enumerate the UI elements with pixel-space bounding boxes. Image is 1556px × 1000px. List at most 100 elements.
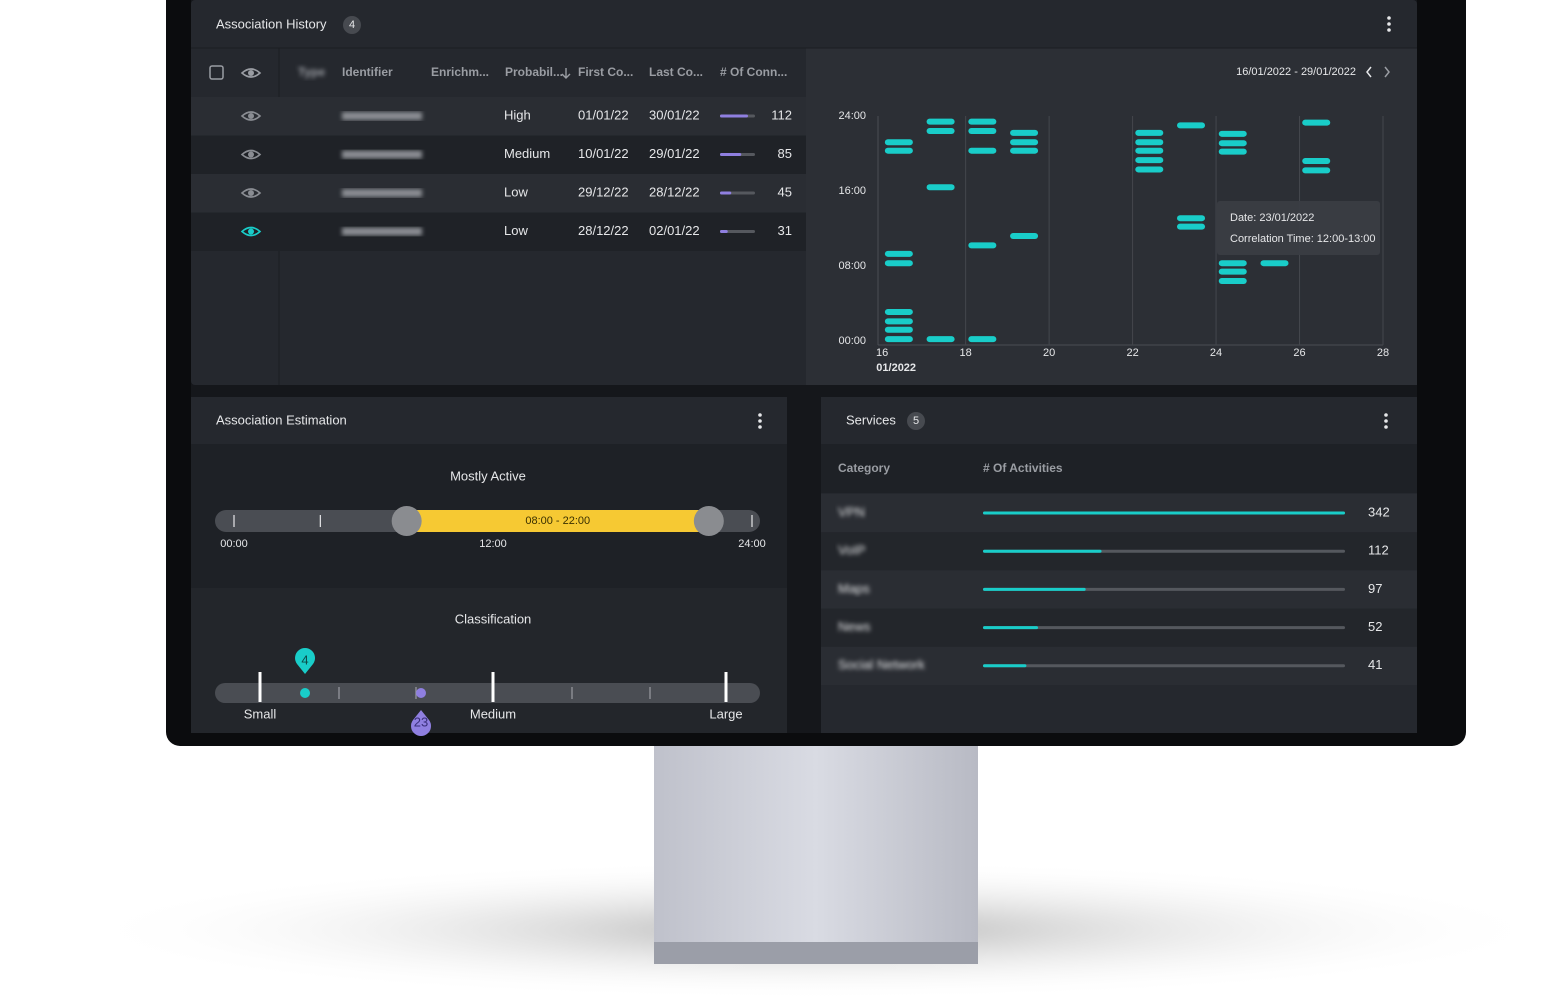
last-connection: 30/01/22: [649, 107, 700, 122]
activity-mark: [968, 336, 997, 343]
probability: Medium: [504, 146, 550, 161]
table-row: [191, 97, 806, 136]
probability: Low: [504, 223, 528, 238]
column-header: Type: [298, 65, 325, 79]
tooltip-time: Correlation Time: 12:00-13:00: [1230, 233, 1376, 245]
column-header: First Co...: [578, 65, 633, 79]
y-tick-label: 24:00: [838, 110, 866, 122]
first-connection: 10/01/22: [578, 146, 629, 161]
x-tick-label: 28: [1377, 347, 1389, 359]
marker-dot: [416, 688, 427, 698]
section-title: Classification: [455, 611, 532, 626]
activity-mark: [968, 147, 997, 154]
bar-track: [983, 664, 1345, 668]
range-handle[interactable]: [391, 506, 422, 536]
activity-mark: [1218, 278, 1247, 284]
category: VoIP: [838, 543, 865, 558]
activities: 342: [1368, 504, 1390, 519]
connections: 85: [778, 146, 792, 161]
kebab-menu[interactable]: [1384, 413, 1388, 429]
range-handle[interactable]: [693, 506, 724, 536]
x-tick-label: 18: [960, 347, 972, 359]
table-row: [191, 212, 806, 251]
column-header: Category: [838, 461, 890, 475]
class-label: Medium: [470, 706, 516, 721]
activities-bar: [983, 511, 1345, 515]
activity-mark: [926, 336, 955, 343]
activity-mark: [1135, 166, 1164, 173]
visibility-toggle[interactable]: [240, 188, 262, 198]
visibility-toggle[interactable]: [240, 226, 262, 237]
activity-mark: [1218, 268, 1247, 275]
range-label: 08:00 - 22:00: [525, 515, 590, 527]
first-connection: 01/01/22: [578, 107, 629, 122]
column-header: Last Co...: [649, 65, 703, 79]
activity-mark: [1218, 148, 1247, 155]
activity-mark: [1177, 215, 1206, 222]
kebab-menu[interactable]: [758, 413, 762, 429]
x-tick-label: 22: [1126, 347, 1138, 359]
y-tick-label: 16:00: [838, 185, 866, 197]
activity-mark: [1302, 119, 1331, 126]
activity-mark: [884, 139, 913, 146]
first-connection: 29/12/22: [578, 184, 629, 199]
activities-bar: [983, 626, 1039, 630]
active-range: [406, 510, 709, 532]
column-header: Probabil...: [505, 65, 563, 79]
badge-count: 5: [913, 415, 919, 427]
eye-outline: [240, 111, 262, 121]
column-header: # Of Conn...: [720, 65, 787, 79]
first-connection: 28/12/22: [578, 223, 629, 238]
activity-mark: [1218, 130, 1247, 137]
column-header: # Of Activities: [983, 461, 1063, 475]
prev-button[interactable]: [1366, 66, 1372, 78]
eye-outline: [240, 188, 262, 198]
time-label: 12:00: [479, 538, 507, 550]
select-all-checkbox[interactable]: [209, 65, 224, 80]
marker-value: 4: [301, 652, 308, 667]
activity-mark: [926, 128, 955, 134]
panel-title: Services: [846, 412, 896, 427]
table-header: [821, 444, 1417, 493]
section-title: Mostly Active: [450, 468, 526, 483]
marker-pin: [295, 648, 316, 674]
probability: High: [504, 107, 531, 122]
visibility-toggle[interactable]: [240, 149, 262, 160]
category: Social Network: [838, 657, 925, 672]
activity-mark: [884, 308, 913, 315]
date-range: 16/01/2022 - 29/01/2022: [1236, 66, 1356, 78]
activity-mark: [884, 336, 913, 343]
activity-mark: [926, 184, 955, 191]
table-header: [191, 48, 806, 97]
tooltip-date: Date: 23/01/2022: [1230, 212, 1314, 224]
activity-mark: [1177, 122, 1206, 129]
panel-title: Association Estimation: [216, 412, 347, 427]
time-label: 24:00: [738, 538, 766, 550]
badge-count: 4: [349, 19, 355, 31]
tooltip: [1217, 201, 1380, 255]
activity-mark: [968, 242, 997, 249]
activity-mark: [968, 118, 997, 125]
sort-arrow[interactable]: [561, 68, 571, 79]
kebab-menu[interactable]: [1387, 16, 1391, 32]
activity-mark: [926, 118, 955, 125]
visibility-toggle[interactable]: [240, 111, 262, 121]
next-button[interactable]: [1384, 66, 1390, 78]
stand-base: [654, 942, 978, 964]
visibility-toggle[interactable]: [240, 68, 262, 78]
eye-pupil: [248, 190, 254, 196]
last-connection: 02/01/22: [649, 223, 700, 238]
activity-mark: [1218, 140, 1247, 147]
category: News: [838, 619, 871, 634]
time-label: 00:00: [220, 538, 248, 550]
activities: 52: [1368, 619, 1382, 634]
connections-bar: [720, 153, 742, 156]
badge: [907, 412, 925, 430]
classification-section: [191, 588, 787, 733]
activity-mark: [884, 147, 913, 154]
activity-mark: [1010, 139, 1039, 146]
activities-bar: [983, 664, 1027, 668]
eye-outline: [240, 226, 262, 237]
identifier-blurred: [342, 227, 422, 236]
